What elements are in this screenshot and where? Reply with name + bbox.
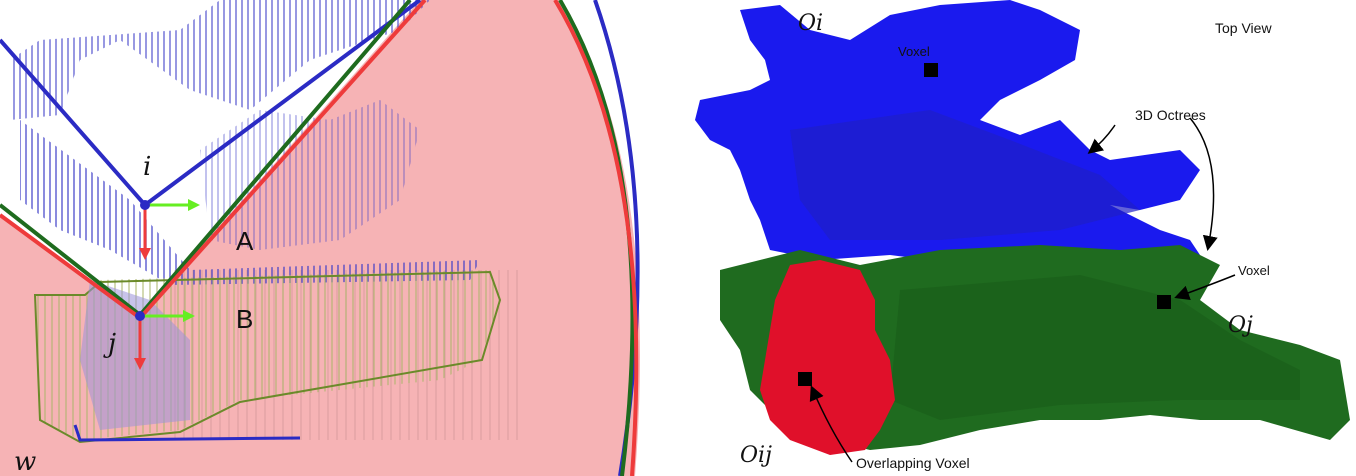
octree-i-label: Oi [798,11,823,36]
arrow-to-octree-j [1189,117,1218,251]
region-b-label: B [236,304,253,334]
blue-point-cloud-lower [20,120,480,285]
overlap-region [760,260,895,455]
octree-figure: Top View Voxel 3D Octrees Voxel Overlapp… [695,0,1350,471]
pose-i-x-arrowhead [188,199,200,211]
octree-i-shadow [790,110,1140,240]
octree-j-shadow [890,275,1300,420]
voxel-overlap [798,372,812,386]
arrow-to-octree-i [1087,124,1116,154]
octree-j-label: Oj [1228,313,1253,338]
octree-panel: Top View Voxel 3D Octrees Voxel Overlapp… [680,0,1356,476]
pose-i-origin [140,200,150,210]
overlap-label: Oij [740,443,772,468]
pose-j-origin [135,311,145,321]
blue-point-cloud-wall [200,100,420,250]
pose-j-x-arrowhead [183,310,195,322]
arrow-to-voxel-j [1174,274,1236,300]
red-arc [553,0,639,476]
voxel-octree-i [924,63,938,77]
voxel-octree-j [1157,295,1171,309]
pose-j-y-arrowhead [134,358,146,370]
point-cloud-figure: i j A B w [0,0,640,476]
voxel-label-top: Voxel [898,44,930,59]
pose-i-label: i [143,152,151,182]
pose-i-y-arrowhead [139,248,151,260]
octrees-label: 3D Octrees [1135,107,1206,123]
arrow-to-overlap-voxel [809,385,853,463]
voxel-label-right: Voxel [1238,263,1270,278]
cloud-floor-edge [73,424,301,442]
overlapping-voxel-label: Overlapping Voxel [856,455,970,471]
point-cloud-panel: i j A B w [0,0,660,476]
world-origin-label: w [14,447,36,476]
region-a-label: A [236,226,254,256]
top-view-label: Top View [1215,20,1272,36]
blue-point-cloud [10,0,430,120]
